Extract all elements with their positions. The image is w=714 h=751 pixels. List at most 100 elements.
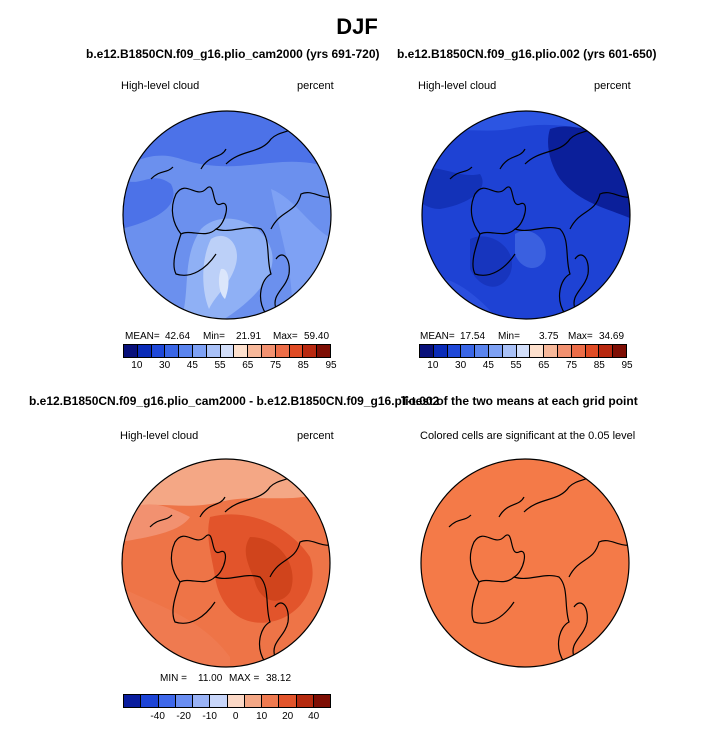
- colorbar-tick-label: 55: [214, 360, 226, 371]
- colorbar-swatch: [175, 695, 193, 707]
- colorbar-tick-label: 65: [538, 360, 550, 371]
- colorbar-tick-label: 20: [282, 711, 294, 722]
- panel2-field-base: [422, 111, 630, 319]
- panel1-map-border: [122, 110, 332, 320]
- panel1-min-value: 21.91: [236, 331, 262, 342]
- panel1-max-label: Max=: [273, 331, 298, 342]
- colorbar-swatch: [613, 345, 626, 357]
- colorbar-tick-label: 95: [325, 360, 337, 371]
- panel2-field-region: [470, 236, 512, 287]
- colorbar-swatch: [544, 345, 558, 357]
- panel2-map-border: [421, 110, 631, 320]
- colorbar-tick-label: 75: [565, 360, 578, 371]
- main-title: DJF: [336, 14, 378, 39]
- colorbar-tick-label: -20: [176, 711, 191, 722]
- panel3-polar-map: [121, 458, 331, 668]
- colorbar-swatch: [599, 345, 614, 357]
- colorbar-tick-label: 85: [593, 360, 605, 371]
- colorbar-swatch: [317, 345, 330, 357]
- panel3-colorbar: [123, 694, 331, 708]
- panel3-coastlines: [149, 466, 330, 663]
- panel1-colorbar: [123, 344, 331, 358]
- colorbar-swatch: [516, 345, 531, 357]
- colorbar-tick-label: 75: [269, 360, 282, 371]
- colorbar-tick-label: 10: [131, 360, 143, 371]
- colorbar-swatch: [210, 695, 228, 707]
- panel3-max-label: MAX =: [229, 673, 260, 684]
- panel2-max-label: Max=: [568, 331, 593, 342]
- colorbar-tick-label: 65: [242, 360, 254, 371]
- colorbar-swatch: [248, 345, 262, 357]
- colorbar-swatch: [279, 695, 297, 707]
- colorbar-tick-label: 0: [232, 711, 239, 722]
- panel1-mean-value: 42.64: [165, 331, 191, 342]
- colorbar-swatch: [530, 345, 545, 357]
- panel1-min-label: Min=: [203, 331, 225, 342]
- panel2-title: b.e12.B1850CN.f09_g16.plio.002 (yrs 601-…: [397, 47, 657, 61]
- panel2-left-label: High-level cloud: [418, 80, 497, 92]
- colorbar-swatch: [206, 345, 221, 357]
- colorbar-tick-label: 45: [186, 360, 198, 371]
- panel2-min-value: 3.75: [539, 331, 559, 342]
- panel1-polar-map: [122, 110, 332, 320]
- panel3-right-label: percent: [297, 430, 334, 442]
- panel2-right-label: percent: [594, 80, 631, 92]
- colorbar-swatch: [158, 695, 176, 707]
- colorbar-tick-label: 30: [455, 360, 467, 371]
- colorbar-swatch: [262, 695, 280, 707]
- panel2-min-label: Min=: [498, 331, 520, 342]
- colorbar-swatch: [141, 695, 159, 707]
- colorbar-swatch: [193, 695, 211, 707]
- panel1-title: b.e12.B1850CN.f09_g16.plio_cam2000 (yrs …: [86, 47, 380, 61]
- colorbar-swatch: [313, 695, 330, 707]
- panel3-field-region: [245, 537, 293, 601]
- colorbar-swatch: [124, 345, 138, 357]
- panel1-coastlines: [150, 118, 331, 315]
- colorbar-swatch: [447, 345, 462, 357]
- panel3-left-label: High-level cloud: [120, 430, 199, 442]
- panel3-title: b.e12.B1850CN.f09_g16.plio_cam2000 - b.e…: [29, 394, 440, 408]
- colorbar-swatch: [585, 345, 600, 357]
- colorbar-swatch: [244, 695, 262, 707]
- panel1-mean-label: MEAN=: [125, 331, 160, 342]
- colorbar-tick-label: -40: [150, 711, 165, 722]
- panel2-colorbar: [419, 344, 627, 358]
- panel1-field-region: [123, 178, 174, 229]
- colorbar-swatch: [571, 345, 586, 357]
- colorbar-tick-label: -10: [202, 711, 217, 722]
- colorbar-swatch: [433, 345, 448, 357]
- panel4-significance-field: [421, 459, 629, 667]
- colorbar-tick-label: 40: [308, 711, 320, 722]
- panel4-subtitle: Colored cells are significant at the 0.0…: [420, 430, 636, 442]
- panel1-left-label: High-level cloud: [121, 80, 200, 92]
- panel3-max-value: 38.12: [266, 673, 292, 684]
- colorbar-tick-label: 30: [159, 360, 171, 371]
- colorbar-tick-label: 85: [297, 360, 309, 371]
- colorbar-swatch: [475, 345, 489, 357]
- panel3-map-border: [121, 458, 331, 668]
- colorbar-swatch: [124, 695, 142, 707]
- colorbar-swatch: [303, 345, 318, 357]
- colorbar-swatch: [275, 345, 290, 357]
- colorbar-tick-label: 10: [427, 360, 439, 371]
- colorbar-swatch: [220, 345, 235, 357]
- panel3-min-value: 11.00: [198, 673, 223, 684]
- panel3-colorbar-ticks: -40 -20 -10 0 10 20 40: [123, 711, 331, 725]
- colorbar-swatch: [296, 695, 314, 707]
- colorbar-swatch: [227, 695, 245, 707]
- colorbar-swatch: [179, 345, 193, 357]
- panel2-mean-label: MEAN=: [420, 331, 455, 342]
- panel4-title: T-test of the two means at each grid poi…: [401, 394, 638, 408]
- panel1-right-label: percent: [297, 80, 334, 92]
- colorbar-tick-label: 10: [256, 711, 268, 722]
- colorbar-swatch: [420, 345, 434, 357]
- colorbar-swatch: [261, 345, 276, 357]
- colorbar-tick-label: 95: [621, 360, 633, 371]
- colorbar-tick-label: 55: [510, 360, 522, 371]
- panel2-field-region: [515, 230, 546, 269]
- colorbar-swatch: [502, 345, 517, 357]
- colorbar-swatch: [165, 345, 180, 357]
- colorbar-tick-label: 45: [482, 360, 494, 371]
- panel2-mean-value: 17.54: [460, 331, 486, 342]
- colorbar-swatch: [488, 345, 503, 357]
